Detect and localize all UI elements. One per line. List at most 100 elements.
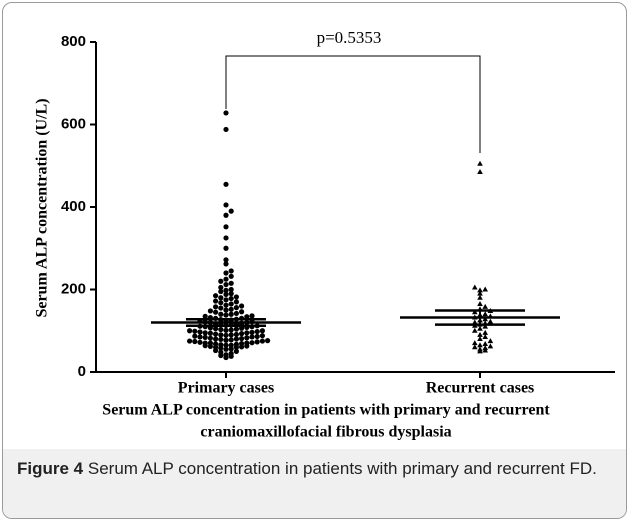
caption: Figure 4 Serum ALP concentration in pati… <box>3 449 626 518</box>
data-point <box>223 337 229 343</box>
data-point <box>477 331 483 337</box>
x-tick-label: Primary cases <box>178 380 274 397</box>
data-point <box>233 331 239 338</box>
data-point <box>228 342 234 348</box>
data-point <box>218 295 224 301</box>
annotation: p=0.5353 <box>317 28 382 47</box>
data-point <box>472 327 478 333</box>
data-point <box>477 160 483 166</box>
data-point <box>218 336 224 343</box>
data-point <box>477 342 483 348</box>
data-point <box>223 261 229 267</box>
data-point <box>259 333 265 339</box>
chart: p=0.5353 Serum ALP concentration (U/L) S… <box>34 28 615 441</box>
data-point <box>228 306 234 312</box>
data-point <box>249 329 255 335</box>
data-point <box>228 332 234 338</box>
data-point <box>213 331 219 337</box>
data-point <box>477 287 483 293</box>
x-axis-label: Serum ALP concentration in patients with… <box>102 402 550 419</box>
data-point <box>482 333 488 339</box>
data-point <box>213 309 219 315</box>
data-point <box>233 336 239 342</box>
y-axis-label: Serum ALP concentration (U/L) <box>34 98 51 317</box>
data-point <box>223 312 229 318</box>
data-point <box>197 329 203 335</box>
data-point <box>223 346 229 352</box>
data-point <box>223 270 229 276</box>
data-point <box>228 301 234 307</box>
data-point <box>249 340 255 346</box>
data-point <box>223 202 229 208</box>
data-point <box>218 300 224 306</box>
data-point <box>228 273 234 279</box>
data-point <box>233 299 239 305</box>
data-point <box>218 288 224 295</box>
data-point <box>223 276 229 282</box>
data-point <box>202 340 208 346</box>
data-point <box>223 302 229 308</box>
data-point <box>477 294 483 300</box>
data-point <box>218 305 224 311</box>
data-point <box>197 339 203 345</box>
data-point <box>213 336 219 342</box>
data-point <box>472 319 478 325</box>
data-point <box>482 329 488 335</box>
data-point <box>223 212 229 218</box>
data-point <box>202 313 208 319</box>
data-point <box>482 340 488 346</box>
data-point <box>223 352 229 358</box>
data-point <box>213 293 219 299</box>
data-point <box>239 340 245 347</box>
data-point <box>482 311 488 317</box>
data-point <box>223 235 229 241</box>
data-point <box>207 330 213 336</box>
data-point <box>239 309 245 315</box>
data-point <box>244 330 250 336</box>
caption-text: Serum ALP concentration in patients with… <box>87 459 597 478</box>
data-point <box>223 245 229 251</box>
data-point <box>202 334 208 340</box>
data-point <box>477 168 483 174</box>
data-point <box>218 284 224 291</box>
data-point <box>192 333 198 339</box>
data-point <box>218 311 224 317</box>
data-point <box>213 304 219 310</box>
data-point <box>249 313 255 319</box>
data-point <box>218 326 224 333</box>
data-point <box>223 224 229 230</box>
data-point <box>223 291 229 298</box>
data-point <box>213 341 219 347</box>
data-point <box>213 326 219 332</box>
y-tick-label: 0 <box>78 363 86 380</box>
data-point <box>265 338 271 344</box>
data-point <box>482 286 488 292</box>
data-point <box>482 303 488 309</box>
bracket <box>225 55 481 153</box>
data-point <box>223 181 229 187</box>
data-point <box>228 337 234 343</box>
data-point <box>228 280 234 286</box>
data-point <box>228 208 234 214</box>
data-point <box>223 110 229 116</box>
data-point <box>487 343 494 349</box>
data-point <box>192 328 198 334</box>
y-tick-label: 200 <box>61 280 86 297</box>
data-point <box>228 268 234 274</box>
data-point <box>472 284 478 290</box>
data-point <box>223 281 229 288</box>
data-point <box>223 307 229 313</box>
data-point <box>233 294 239 300</box>
data-point <box>187 338 193 344</box>
data-point <box>254 339 260 345</box>
data-point <box>228 286 234 293</box>
data-point <box>228 291 234 297</box>
data-point <box>218 349 224 355</box>
data-point <box>244 335 250 341</box>
data-point <box>254 328 260 335</box>
data-point <box>202 330 208 336</box>
data-point <box>218 278 224 284</box>
data-point <box>228 350 234 357</box>
data-point <box>218 332 224 338</box>
data-point <box>487 338 494 344</box>
